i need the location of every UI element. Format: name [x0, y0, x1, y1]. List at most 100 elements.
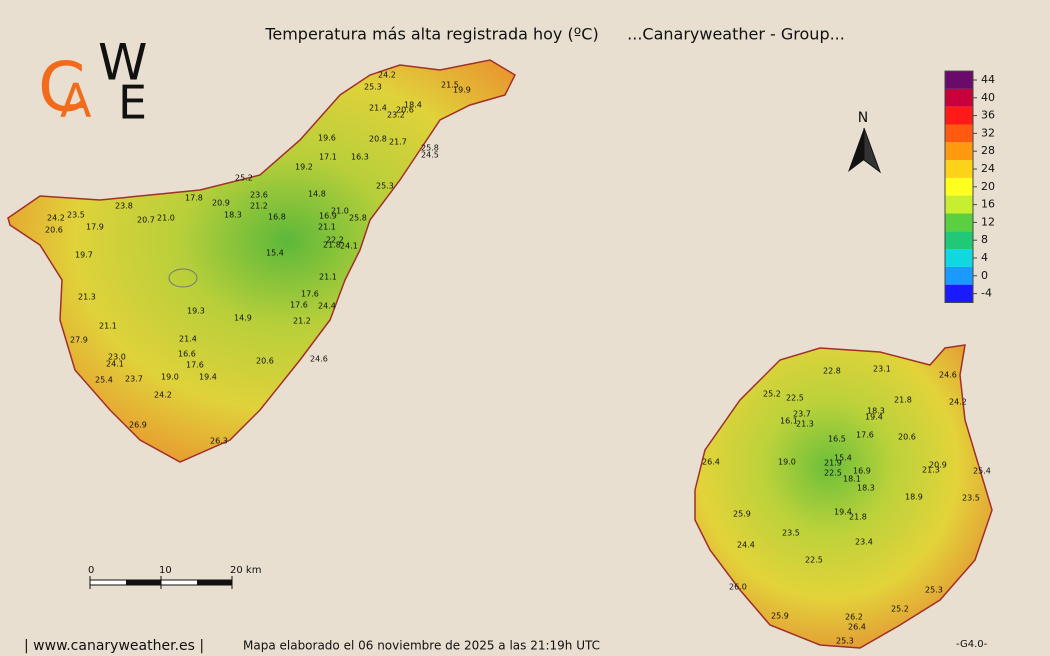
station-temp: 17.6 [301, 290, 319, 299]
legend-tick-label: 28 [981, 144, 995, 157]
station-temp: 22.5 [786, 394, 804, 403]
legend-swatch [945, 142, 973, 161]
title: Temperatura más alta registrada hoy (ºC) [264, 25, 598, 44]
station-temp: 15.4 [266, 249, 284, 258]
station-temp: 20.9 [929, 461, 947, 470]
station-temp: 24.4 [318, 302, 336, 311]
station-temp: 19.2 [295, 163, 313, 172]
station-temp: 25.9 [733, 510, 751, 519]
station-temp: 21.0 [157, 214, 175, 223]
station-temp: 25.4 [95, 376, 113, 385]
station-temp: 19.9 [453, 86, 471, 95]
station-temp: 23.7 [125, 375, 143, 384]
station-temp: 20.9 [212, 199, 230, 208]
legend-swatch [945, 160, 973, 178]
station-temp: 23.6 [250, 191, 268, 200]
station-temp: 21.1 [318, 223, 336, 232]
scale-bar: 0 10 20 km [88, 565, 261, 589]
station-temp: 24.5 [421, 151, 439, 160]
station-temp: 16.5 [828, 435, 846, 444]
legend-tick-label: 16 [981, 198, 995, 211]
station-temp: 17.6 [290, 301, 308, 310]
station-temp: 26.2 [845, 613, 863, 622]
logo: C A W E [38, 34, 147, 130]
station-temp: 21.9 [824, 459, 842, 468]
station-temp: 20.6 [256, 357, 274, 366]
station-temp: 21.2 [250, 202, 268, 211]
logo-letter: W [98, 34, 147, 92]
logo-letter: E [118, 76, 147, 130]
station-temp: 25.2 [891, 605, 909, 614]
station-temp: 22.8 [823, 367, 841, 376]
legend-tick-label: 24 [981, 162, 995, 175]
station-temp: 18.3 [867, 407, 885, 416]
station-temp: 23.5 [67, 211, 85, 220]
north-arrow: N [848, 110, 882, 174]
station-temp: 17.6 [186, 361, 204, 370]
station-temp: 19.4 [865, 413, 883, 422]
station-temp: 16.1 [780, 417, 798, 426]
station-temp: 15.4 [834, 454, 852, 463]
station-temp: 23.1 [873, 365, 891, 374]
station-temp: 21.1 [319, 273, 337, 282]
footer-site: | www.canaryweather.es | [24, 638, 204, 654]
legend-tick-label: 40 [981, 91, 995, 104]
legend-swatch [945, 266, 973, 285]
station-temp: 21.1 [99, 322, 117, 331]
legend-tick-label: -4 [981, 287, 992, 300]
station-temp: 23.8 [115, 202, 133, 211]
station-temp: 17.9 [86, 223, 104, 232]
station-temp: 24.1 [106, 360, 124, 369]
station-temp: 24.2 [378, 71, 396, 80]
legend-swatch [945, 284, 973, 303]
legend-tick-label: 36 [981, 109, 995, 122]
station-temp: 24.6 [939, 371, 957, 380]
station-temp: 22.5 [824, 469, 842, 478]
station-temp: 16.8 [268, 213, 286, 222]
station-temp: 25.8 [421, 144, 439, 153]
legend-tick-label: 20 [981, 180, 995, 193]
station-temp: 16.6 [178, 350, 196, 359]
station-temp: 22.2 [326, 236, 344, 245]
scale-label: 0 [88, 565, 94, 576]
legend-swatch [945, 231, 973, 250]
station-temp: 20.6 [45, 226, 63, 235]
station-temp: 25.2 [763, 390, 781, 399]
station-temp: 24.1 [340, 242, 358, 251]
station-temp: 20.6 [396, 106, 414, 115]
stations: 24.225.3 21.519.921.4 18.420.623.219.6 20.8… [45, 71, 991, 646]
station-temp: 17.1 [319, 153, 337, 162]
station-temp: 21.5 [441, 81, 459, 90]
station-temp: 19.0 [161, 373, 179, 382]
station-temp: 26.9 [129, 421, 147, 430]
station-temp: 21.4 [179, 335, 197, 344]
station-temp: 21.0 [331, 207, 349, 216]
station-temp: 23.2 [387, 111, 405, 120]
teide-crater [168, 268, 198, 288]
legend-tick-label: 0 [981, 269, 988, 282]
station-temp: 19.0 [778, 458, 796, 467]
station-temp: 21.7 [389, 138, 407, 147]
legend-swatch [945, 88, 973, 107]
station-temp: 21.3 [78, 293, 96, 302]
legend-swatch [945, 106, 973, 125]
station-temp: 16.9 [319, 212, 337, 221]
station-temp: 24.2 [154, 391, 172, 400]
station-temp: 21.8 [894, 396, 912, 405]
legend-tick-label: 4 [981, 251, 988, 264]
station-temp: 25.3 [376, 182, 394, 191]
station-temp: 21.3 [922, 466, 940, 475]
station-temp: 27.9 [70, 336, 88, 345]
station-temp: 18.3 [224, 211, 242, 220]
station-temp: 14.9 [234, 314, 252, 323]
station-temp: 23.5 [782, 529, 800, 538]
scale-label: 10 [159, 565, 172, 576]
station-temp: 25.8 [349, 214, 367, 223]
station-temp: 23.4 [855, 538, 873, 547]
station-temp: 23.5 [962, 494, 980, 503]
station-temp: 21.8 [323, 241, 341, 250]
station-temp: 21.4 [369, 104, 387, 113]
station-temp: 26.4 [848, 623, 866, 632]
station-temp: 21.3 [796, 420, 814, 429]
